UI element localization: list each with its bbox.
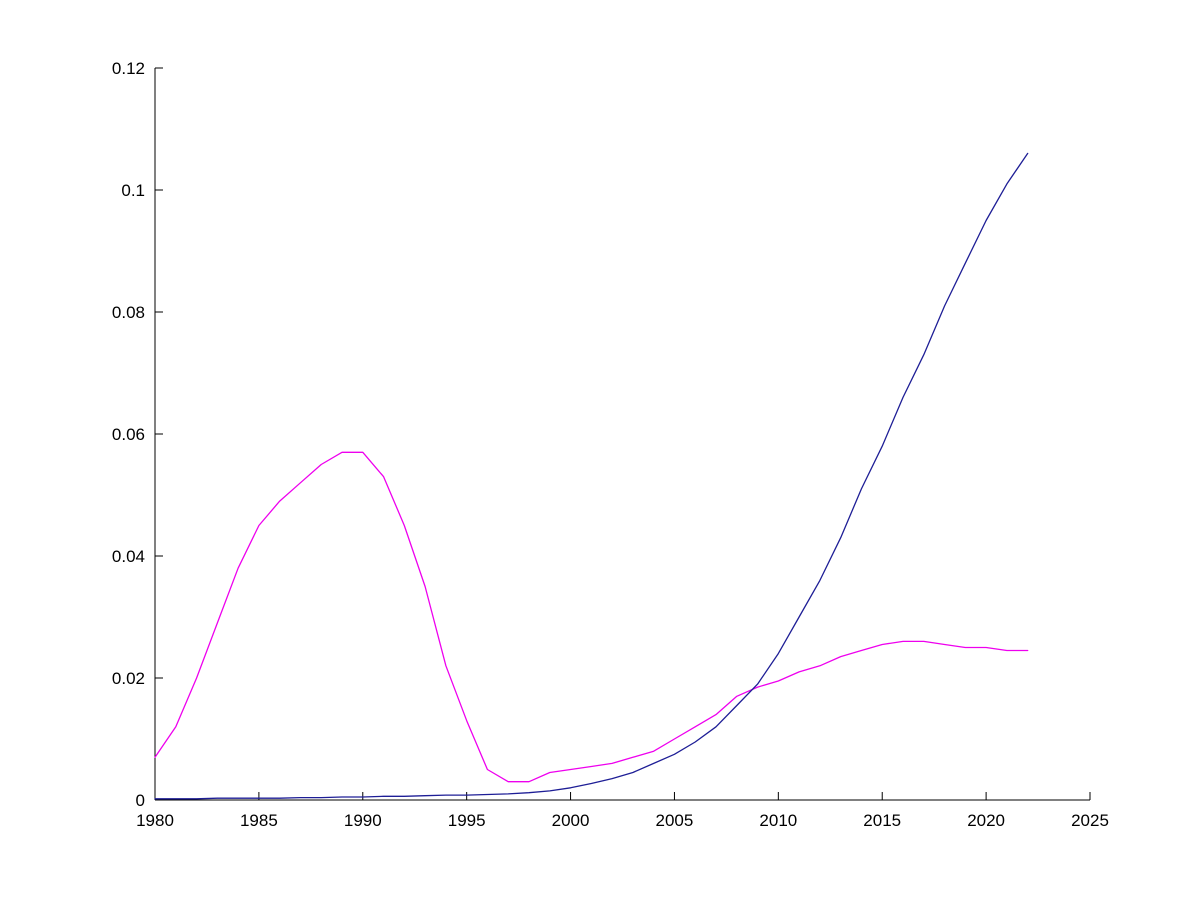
- x-tick-label: 1985: [240, 811, 278, 830]
- x-tick-label: 2025: [1071, 811, 1109, 830]
- x-tick-label: 2020: [967, 811, 1005, 830]
- x-tick-label: 2000: [552, 811, 590, 830]
- y-tick-label: 0.04: [112, 547, 145, 566]
- x-tick-label: 1995: [448, 811, 486, 830]
- y-tick-label: 0.1: [121, 181, 145, 200]
- magenta-series-line: [154, 451, 1029, 783]
- x-tick-label: 2005: [656, 811, 694, 830]
- y-tick-label: 0.08: [112, 303, 145, 322]
- x-tick-label: 1980: [136, 811, 174, 830]
- dark-blue-series-line: [154, 152, 1029, 800]
- y-tick-label: 0.02: [112, 669, 145, 688]
- y-tick-label: 0: [136, 791, 145, 810]
- x-tick-label: 2010: [759, 811, 797, 830]
- y-tick-label: 0.12: [112, 59, 145, 78]
- x-tick-label: 2015: [863, 811, 901, 830]
- x-tick-label: 1990: [344, 811, 382, 830]
- y-tick-label: 0.06: [112, 425, 145, 444]
